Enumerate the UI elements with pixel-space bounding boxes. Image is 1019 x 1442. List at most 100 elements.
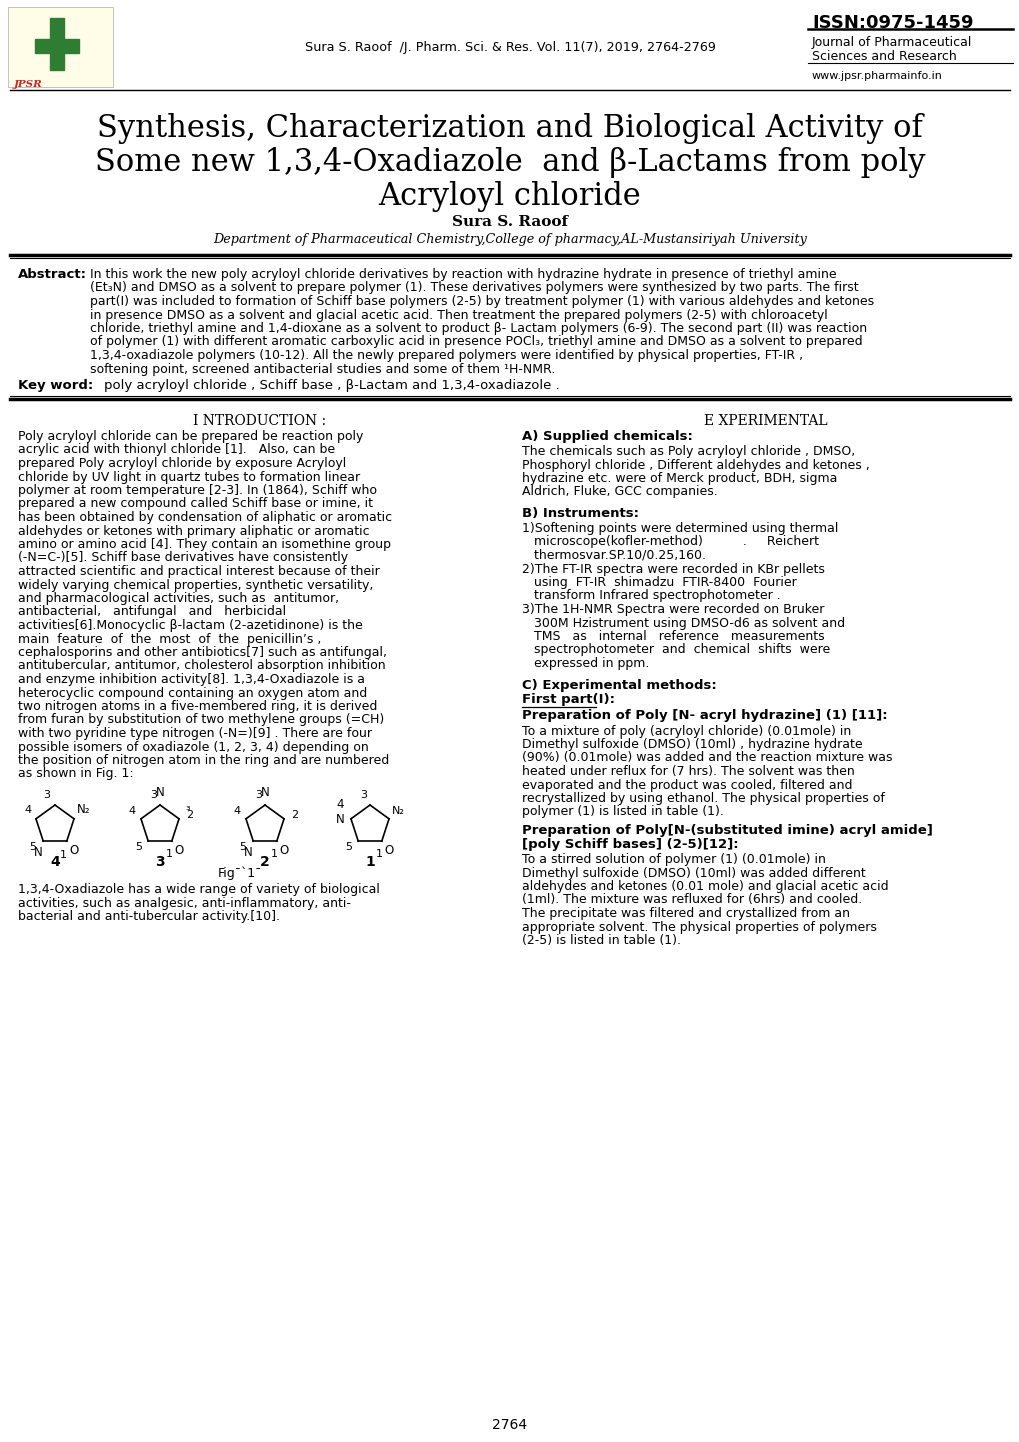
Text: acrylic acid with thionyl chloride [1].   Also, can be: acrylic acid with thionyl chloride [1]. … <box>18 444 335 457</box>
Text: recrystallized by using ethanol. The physical properties of: recrystallized by using ethanol. The phy… <box>522 792 884 805</box>
Text: of polymer (1) with different aromatic carboxylic acid in presence POCl₃, trieth: of polymer (1) with different aromatic c… <box>90 336 862 349</box>
Text: aldehydes and ketones (0.01 mole) and glacial acetic acid: aldehydes and ketones (0.01 mole) and gl… <box>522 880 888 893</box>
Text: 300M Hzistrument using DMSO-d6 as solvent and: 300M Hzistrument using DMSO-d6 as solven… <box>522 617 845 630</box>
Text: In this work the new poly acryloyl chloride derivatives by reaction with hydrazi: In this work the new poly acryloyl chlor… <box>90 268 836 281</box>
Text: Some new 1,3,4-Oxadiazole  and β-Lactams from poly: Some new 1,3,4-Oxadiazole and β-Lactams … <box>95 147 924 177</box>
Text: 4: 4 <box>24 806 32 815</box>
Text: chloride, triethyl amine and 1,4-dioxane as a solvent to product β- Lactam polym: chloride, triethyl amine and 1,4-dioxane… <box>90 322 866 335</box>
Text: 1: 1 <box>271 849 278 859</box>
Text: (-N=C-)[5]. Schiff base derivatives have consistently: (-N=C-)[5]. Schiff base derivatives have… <box>18 551 347 564</box>
Text: ISSN:0975-1459: ISSN:0975-1459 <box>811 14 972 32</box>
Text: has been obtained by condensation of aliphatic or aromatic: has been obtained by condensation of ali… <box>18 510 391 523</box>
Text: 2: 2 <box>185 810 193 820</box>
Text: N₂: N₂ <box>76 803 90 816</box>
Text: C) Experimental methods:: C) Experimental methods: <box>522 679 716 692</box>
Text: 3: 3 <box>44 790 50 800</box>
Text: heterocyclic compound containing an oxygen atom and: heterocyclic compound containing an oxyg… <box>18 686 367 699</box>
Text: in presence DMSO as a solvent and glacial acetic acid. Then treatment the prepar: in presence DMSO as a solvent and glacia… <box>90 309 827 322</box>
Text: 3: 3 <box>150 790 157 800</box>
Text: using  FT-IR  shimadzu  FTIR-8400  Fourier: using FT-IR shimadzu FTIR-8400 Fourier <box>522 575 796 588</box>
Text: Journal of Pharmaceutical: Journal of Pharmaceutical <box>811 36 971 49</box>
Text: The precipitate was filtered and crystallized from an: The precipitate was filtered and crystal… <box>522 907 849 920</box>
Text: Preparation of Poly [N- acryl hydrazine] (1) [11]:: Preparation of Poly [N- acryl hydrazine]… <box>522 709 887 722</box>
Text: Poly acryloyl chloride can be prepared be reaction poly: Poly acryloyl chloride can be prepared b… <box>18 430 363 443</box>
Bar <box>35 39 78 53</box>
Text: Acryloyl chloride: Acryloyl chloride <box>378 180 641 212</box>
Text: O: O <box>279 845 288 858</box>
Text: 1: 1 <box>365 855 375 870</box>
Text: O: O <box>174 845 183 858</box>
Text: O: O <box>69 845 78 858</box>
Text: prepared Poly acryloyl chloride by exposure Acryloyl: prepared Poly acryloyl chloride by expos… <box>18 457 345 470</box>
Text: Aldrich, Fluke, GCC companies.: Aldrich, Fluke, GCC companies. <box>522 486 717 499</box>
Text: 3)The 1H-NMR Spectra were recorded on Bruker: 3)The 1H-NMR Spectra were recorded on Br… <box>522 603 823 616</box>
Text: heated under reflux for (7 hrs). The solvent was then: heated under reflux for (7 hrs). The sol… <box>522 766 854 779</box>
Text: 3: 3 <box>155 855 165 870</box>
Text: 1,3,4-oxadiazole polymers (10-12). All the newly prepared polymers were identifi: 1,3,4-oxadiazole polymers (10-12). All t… <box>90 349 802 362</box>
Text: JPSR: JPSR <box>14 79 43 89</box>
Text: and pharmacological activities, such as  antitumor,: and pharmacological activities, such as … <box>18 593 338 606</box>
Text: N: N <box>156 786 164 799</box>
Text: polymer (1) is listed in table (1).: polymer (1) is listed in table (1). <box>522 806 723 819</box>
Text: E XPERIMENTAL: E XPERIMENTAL <box>703 414 827 428</box>
Text: as shown in Fig. 1:: as shown in Fig. 1: <box>18 767 133 780</box>
Text: 1: 1 <box>166 849 173 859</box>
Text: 2764: 2764 <box>492 1417 527 1432</box>
Text: 2)The FT-IR spectra were recorded in KBr pellets: 2)The FT-IR spectra were recorded in KBr… <box>522 562 824 575</box>
Text: possible isomers of oxadiazole (1, 2, 3, 4) depending on: possible isomers of oxadiazole (1, 2, 3,… <box>18 741 369 754</box>
Text: Phosphoryl chloride , Different aldehydes and ketones ,: Phosphoryl chloride , Different aldehyde… <box>522 459 869 472</box>
Text: and enzyme inhibition activity[8]. 1,3,4-Oxadiazole is a: and enzyme inhibition activity[8]. 1,3,4… <box>18 673 365 686</box>
Text: bacterial and anti-tubercular activity.[10].: bacterial and anti-tubercular activity.[… <box>18 910 280 923</box>
Text: (1ml). The mixture was refluxed for (6hrs) and cooled.: (1ml). The mixture was refluxed for (6hr… <box>522 894 861 907</box>
Text: N: N <box>34 846 43 859</box>
Text: appropriate solvent. The physical properties of polymers: appropriate solvent. The physical proper… <box>522 920 876 933</box>
Text: Key word:: Key word: <box>18 379 93 392</box>
Text: chloride by UV light in quartz tubes to formation linear: chloride by UV light in quartz tubes to … <box>18 470 360 483</box>
Text: 4
N: 4 N <box>336 799 344 826</box>
Text: O: O <box>384 845 393 858</box>
Text: Abstract:: Abstract: <box>18 268 87 281</box>
FancyBboxPatch shape <box>8 7 113 87</box>
Text: microscope(kofler-method)          .     Reichert: microscope(kofler-method) . Reichert <box>522 535 818 548</box>
Text: amino or amino acid [4]. They contain an isomethine group: amino or amino acid [4]. They contain an… <box>18 538 390 551</box>
Text: main  feature  of  the  most  of  the  penicillin’s ,: main feature of the most of the penicill… <box>18 633 321 646</box>
Text: attracted scientific and practical interest because of their: attracted scientific and practical inter… <box>18 565 379 578</box>
Text: I NTRODUCTION :: I NTRODUCTION : <box>194 414 326 428</box>
Text: with two pyridine type nitrogen (-N=)[9] . There are four: with two pyridine type nitrogen (-N=)[9]… <box>18 727 372 740</box>
Text: hydrazine etc. were of Merck product, BDH, sigma: hydrazine etc. were of Merck product, BD… <box>522 472 837 485</box>
Text: N: N <box>244 846 253 859</box>
Text: N: N <box>261 786 269 799</box>
Text: 2: 2 <box>260 855 270 870</box>
Text: www.jpsr.pharmainfo.in: www.jpsr.pharmainfo.in <box>811 71 942 81</box>
Text: 3: 3 <box>360 790 367 800</box>
Text: spectrophotometer  and  chemical  shifts  were: spectrophotometer and chemical shifts we… <box>522 643 829 656</box>
Text: 1,3,4-Oxadiazole has a wide range of variety of biological: 1,3,4-Oxadiazole has a wide range of var… <box>18 883 379 895</box>
Text: antibacterial,   antifungal   and   herbicidal: antibacterial, antifungal and herbicidal <box>18 606 286 619</box>
Text: 5: 5 <box>135 842 142 852</box>
Text: Sciences and Research: Sciences and Research <box>811 50 956 63</box>
Text: widely varying chemical properties, synthetic versatility,: widely varying chemical properties, synt… <box>18 578 373 591</box>
Text: prepared a new compound called Schiff base or imine, it: prepared a new compound called Schiff ba… <box>18 497 373 510</box>
Text: Department of Pharmaceutical Chemistry,College of pharmacy,AL-Mustansiriyah Univ: Department of Pharmaceutical Chemistry,C… <box>213 234 806 247</box>
Text: Dimethyl sulfoxide (DMSO) (10ml) was added different: Dimethyl sulfoxide (DMSO) (10ml) was add… <box>522 867 865 880</box>
Text: 5: 5 <box>344 842 352 852</box>
Text: 4: 4 <box>50 855 60 870</box>
Text: (2-5) is listed in table (1).: (2-5) is listed in table (1). <box>522 934 681 947</box>
Text: aldehydes or ketones with primary aliphatic or aromatic: aldehydes or ketones with primary alipha… <box>18 525 369 538</box>
Text: Preparation of Poly[N-(substituted imine) acryl amide]: Preparation of Poly[N-(substituted imine… <box>522 823 932 836</box>
Text: evaporated and the product was cooled, filtered and: evaporated and the product was cooled, f… <box>522 779 852 792</box>
Text: the position of nitrogen atom in the ring and are numbered: the position of nitrogen atom in the rin… <box>18 754 389 767</box>
Text: To a stirred solution of polymer (1) (0.01mole) in: To a stirred solution of polymer (1) (0.… <box>522 854 825 867</box>
Text: from furan by substitution of two methylene groups (=CH): from furan by substitution of two methyl… <box>18 714 384 727</box>
Text: First part(I):: First part(I): <box>522 694 614 707</box>
Text: softening point, screened antibacterial studies and some of them ¹H-NMR.: softening point, screened antibacterial … <box>90 362 554 375</box>
Text: antitubercular, antitumor, cholesterol absorption inhibition: antitubercular, antitumor, cholesterol a… <box>18 659 385 672</box>
Text: poly acryloyl chloride , Schiff base , β-Lactam and 1,3,4-oxadiazole .: poly acryloyl chloride , Schiff base , β… <box>104 379 559 392</box>
Text: Synthesis, Characterization and Biological Activity of: Synthesis, Characterization and Biologic… <box>97 112 922 144</box>
Text: polymer at room temperature [2-3]. In (1864), Schiff who: polymer at room temperature [2-3]. In (1… <box>18 485 377 497</box>
Text: 4: 4 <box>233 806 240 816</box>
Text: 1: 1 <box>376 849 383 859</box>
Text: Sura S. Raoof  /J. Pharm. Sci. & Res. Vol. 11(7), 2019, 2764-2769: Sura S. Raoof /J. Pharm. Sci. & Res. Vol… <box>305 42 714 55</box>
Text: N₂: N₂ <box>391 806 404 816</box>
Text: 2: 2 <box>290 810 298 820</box>
